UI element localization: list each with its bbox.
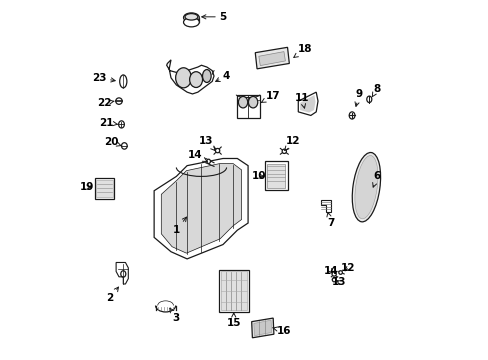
Polygon shape — [116, 262, 128, 284]
Ellipse shape — [238, 96, 247, 108]
Polygon shape — [166, 60, 214, 94]
Polygon shape — [298, 92, 317, 116]
Text: 21: 21 — [99, 118, 118, 128]
Bar — [236, 95, 260, 118]
Ellipse shape — [116, 98, 122, 104]
Text: 13: 13 — [199, 136, 215, 150]
Ellipse shape — [175, 68, 191, 88]
Text: 16: 16 — [272, 325, 290, 336]
Ellipse shape — [348, 112, 354, 119]
Ellipse shape — [366, 96, 371, 103]
Bar — [219, 270, 248, 312]
Ellipse shape — [189, 72, 202, 87]
Ellipse shape — [206, 159, 210, 163]
Text: 13: 13 — [332, 277, 346, 287]
Text: 2: 2 — [106, 287, 118, 303]
Text: 9: 9 — [354, 89, 362, 106]
Ellipse shape — [183, 18, 199, 27]
Ellipse shape — [338, 271, 342, 274]
Bar — [221, 271, 246, 310]
Ellipse shape — [354, 156, 377, 219]
Text: 7: 7 — [326, 212, 334, 228]
Text: 23: 23 — [92, 73, 115, 83]
Text: 10: 10 — [251, 171, 265, 181]
Text: 6: 6 — [372, 171, 380, 187]
Ellipse shape — [202, 69, 211, 82]
Polygon shape — [253, 320, 271, 336]
Ellipse shape — [248, 96, 257, 108]
Text: 8: 8 — [371, 84, 380, 97]
Text: 18: 18 — [293, 44, 312, 58]
Ellipse shape — [351, 153, 380, 222]
Bar — [265, 161, 287, 190]
Text: 20: 20 — [104, 138, 122, 147]
Ellipse shape — [184, 14, 198, 20]
Ellipse shape — [331, 272, 336, 276]
Text: 15: 15 — [226, 313, 241, 328]
Ellipse shape — [121, 143, 127, 149]
Text: 22: 22 — [97, 98, 114, 108]
Bar — [96, 180, 112, 197]
Polygon shape — [154, 158, 247, 259]
Text: 19: 19 — [80, 182, 94, 192]
Bar — [266, 163, 285, 188]
Ellipse shape — [120, 75, 126, 88]
Text: 14: 14 — [188, 150, 206, 162]
Polygon shape — [300, 95, 315, 113]
Ellipse shape — [119, 121, 124, 128]
Ellipse shape — [183, 13, 199, 22]
Text: 3: 3 — [169, 308, 180, 323]
Text: 12: 12 — [341, 263, 355, 273]
Polygon shape — [255, 47, 289, 69]
Ellipse shape — [332, 278, 335, 282]
Text: 14: 14 — [324, 266, 338, 276]
Text: 1: 1 — [172, 217, 186, 235]
Ellipse shape — [215, 148, 219, 153]
Text: 11: 11 — [294, 93, 308, 108]
Ellipse shape — [282, 149, 286, 153]
Text: 12: 12 — [284, 136, 300, 150]
Polygon shape — [320, 200, 330, 212]
Bar — [94, 178, 114, 199]
Text: 5: 5 — [202, 12, 226, 22]
Polygon shape — [251, 318, 273, 338]
Text: 17: 17 — [261, 91, 280, 102]
Text: 4: 4 — [215, 71, 230, 81]
Polygon shape — [161, 163, 241, 253]
Polygon shape — [258, 51, 285, 66]
